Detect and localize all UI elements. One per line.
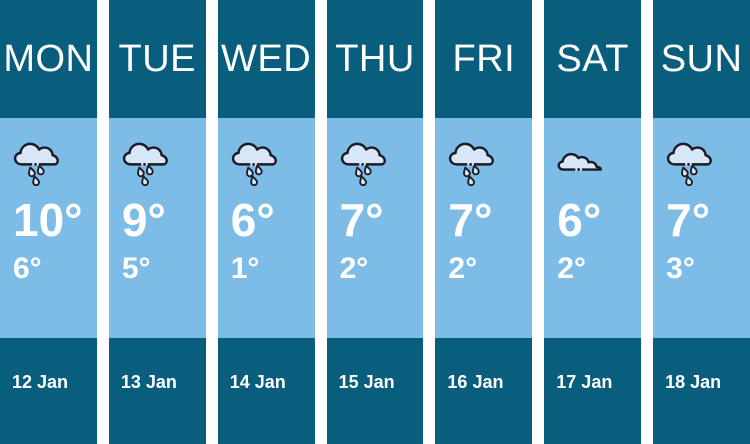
date-label: 16 Jan <box>447 372 504 392</box>
day-body: 7° 2° <box>435 118 533 338</box>
low-temperature: 1° <box>230 252 260 285</box>
high-temperature: 7° <box>666 194 711 246</box>
low-temperature: 5° <box>121 252 151 285</box>
date-label: 18 Jan <box>665 372 722 392</box>
day-footer: 12 Jan <box>0 338 97 444</box>
date-label: 12 Jan <box>12 372 69 392</box>
day-name: WED <box>221 37 312 80</box>
weather-icon-slot <box>557 139 637 186</box>
day-body: 6° 2° <box>544 118 642 338</box>
cloud-icon <box>557 139 604 186</box>
rain-cloud-icon <box>448 139 495 186</box>
high-temperature: 7° <box>448 194 493 246</box>
day-name: FRI <box>452 37 516 80</box>
day-footer: 15 Jan <box>326 338 424 444</box>
day-header: THU <box>326 0 424 118</box>
day-name: THU <box>335 37 415 80</box>
day-footer: 14 Jan <box>217 338 315 444</box>
low-temperature: 2° <box>557 252 586 285</box>
day-header: SAT <box>544 0 642 118</box>
low-temperature: 2° <box>448 252 478 285</box>
day-column-sat[interactable]: SAT 6° 2° 17 Jan <box>544 0 642 444</box>
day-body: 10° 6° <box>0 118 97 338</box>
weather-icon-slot <box>666 139 746 186</box>
rain-cloud-icon <box>231 139 278 186</box>
high-temperature: 6° <box>557 194 602 246</box>
date-label: 14 Jan <box>229 372 286 392</box>
date-label: 15 Jan <box>338 372 395 392</box>
date-label: 13 Jan <box>120 372 177 392</box>
high-temperature: 9° <box>121 194 166 246</box>
day-column-fri[interactable]: FRI 7° 2° 16 Jan <box>435 0 533 444</box>
day-body: 7° 3° <box>653 118 750 338</box>
day-header: WED <box>217 0 315 118</box>
low-temperature: 2° <box>339 252 369 285</box>
day-footer: 17 Jan <box>544 338 642 444</box>
high-temperature: 7° <box>339 194 384 246</box>
day-footer: 18 Jan <box>653 338 750 444</box>
low-temperature: 6° <box>13 252 42 285</box>
day-body: 6° 1° <box>217 118 315 338</box>
rain-cloud-icon <box>666 139 713 186</box>
weather-icon-slot <box>340 139 420 186</box>
low-temperature: 3° <box>666 252 695 285</box>
weather-icon-slot <box>448 139 528 186</box>
day-header: SUN <box>653 0 750 118</box>
day-column-sun[interactable]: SUN 7° 3° 18 Jan <box>653 0 750 444</box>
day-column-wed[interactable]: WED 6° 1° 14 Jan <box>217 0 315 444</box>
day-name: SUN <box>660 37 743 80</box>
day-name: TUE <box>118 37 197 80</box>
high-temperature: 10° <box>13 194 83 246</box>
rain-cloud-icon <box>13 139 60 186</box>
weather-icon-slot <box>231 139 311 186</box>
rain-cloud-icon <box>122 139 169 186</box>
high-temperature: 6° <box>230 194 275 246</box>
day-column-tue[interactable]: TUE 9° 5° 13 Jan <box>108 0 206 444</box>
rain-cloud-icon <box>340 139 387 186</box>
day-body: 7° 2° <box>326 118 424 338</box>
day-column-thu[interactable]: THU 7° 2° 15 Jan <box>326 0 424 444</box>
day-column-mon[interactable]: MON 10° 6° 12 Jan <box>0 0 97 444</box>
day-footer: 16 Jan <box>435 338 533 444</box>
date-label: 17 Jan <box>556 372 613 392</box>
day-name: SAT <box>556 37 629 80</box>
day-body: 9° 5° <box>108 118 206 338</box>
day-header: MON <box>0 0 97 118</box>
weather-icon-slot <box>13 139 93 186</box>
day-name: MON <box>3 37 94 80</box>
weather-icon-slot <box>122 139 202 186</box>
day-header: FRI <box>435 0 533 118</box>
day-footer: 13 Jan <box>108 338 206 444</box>
day-header: TUE <box>108 0 206 118</box>
